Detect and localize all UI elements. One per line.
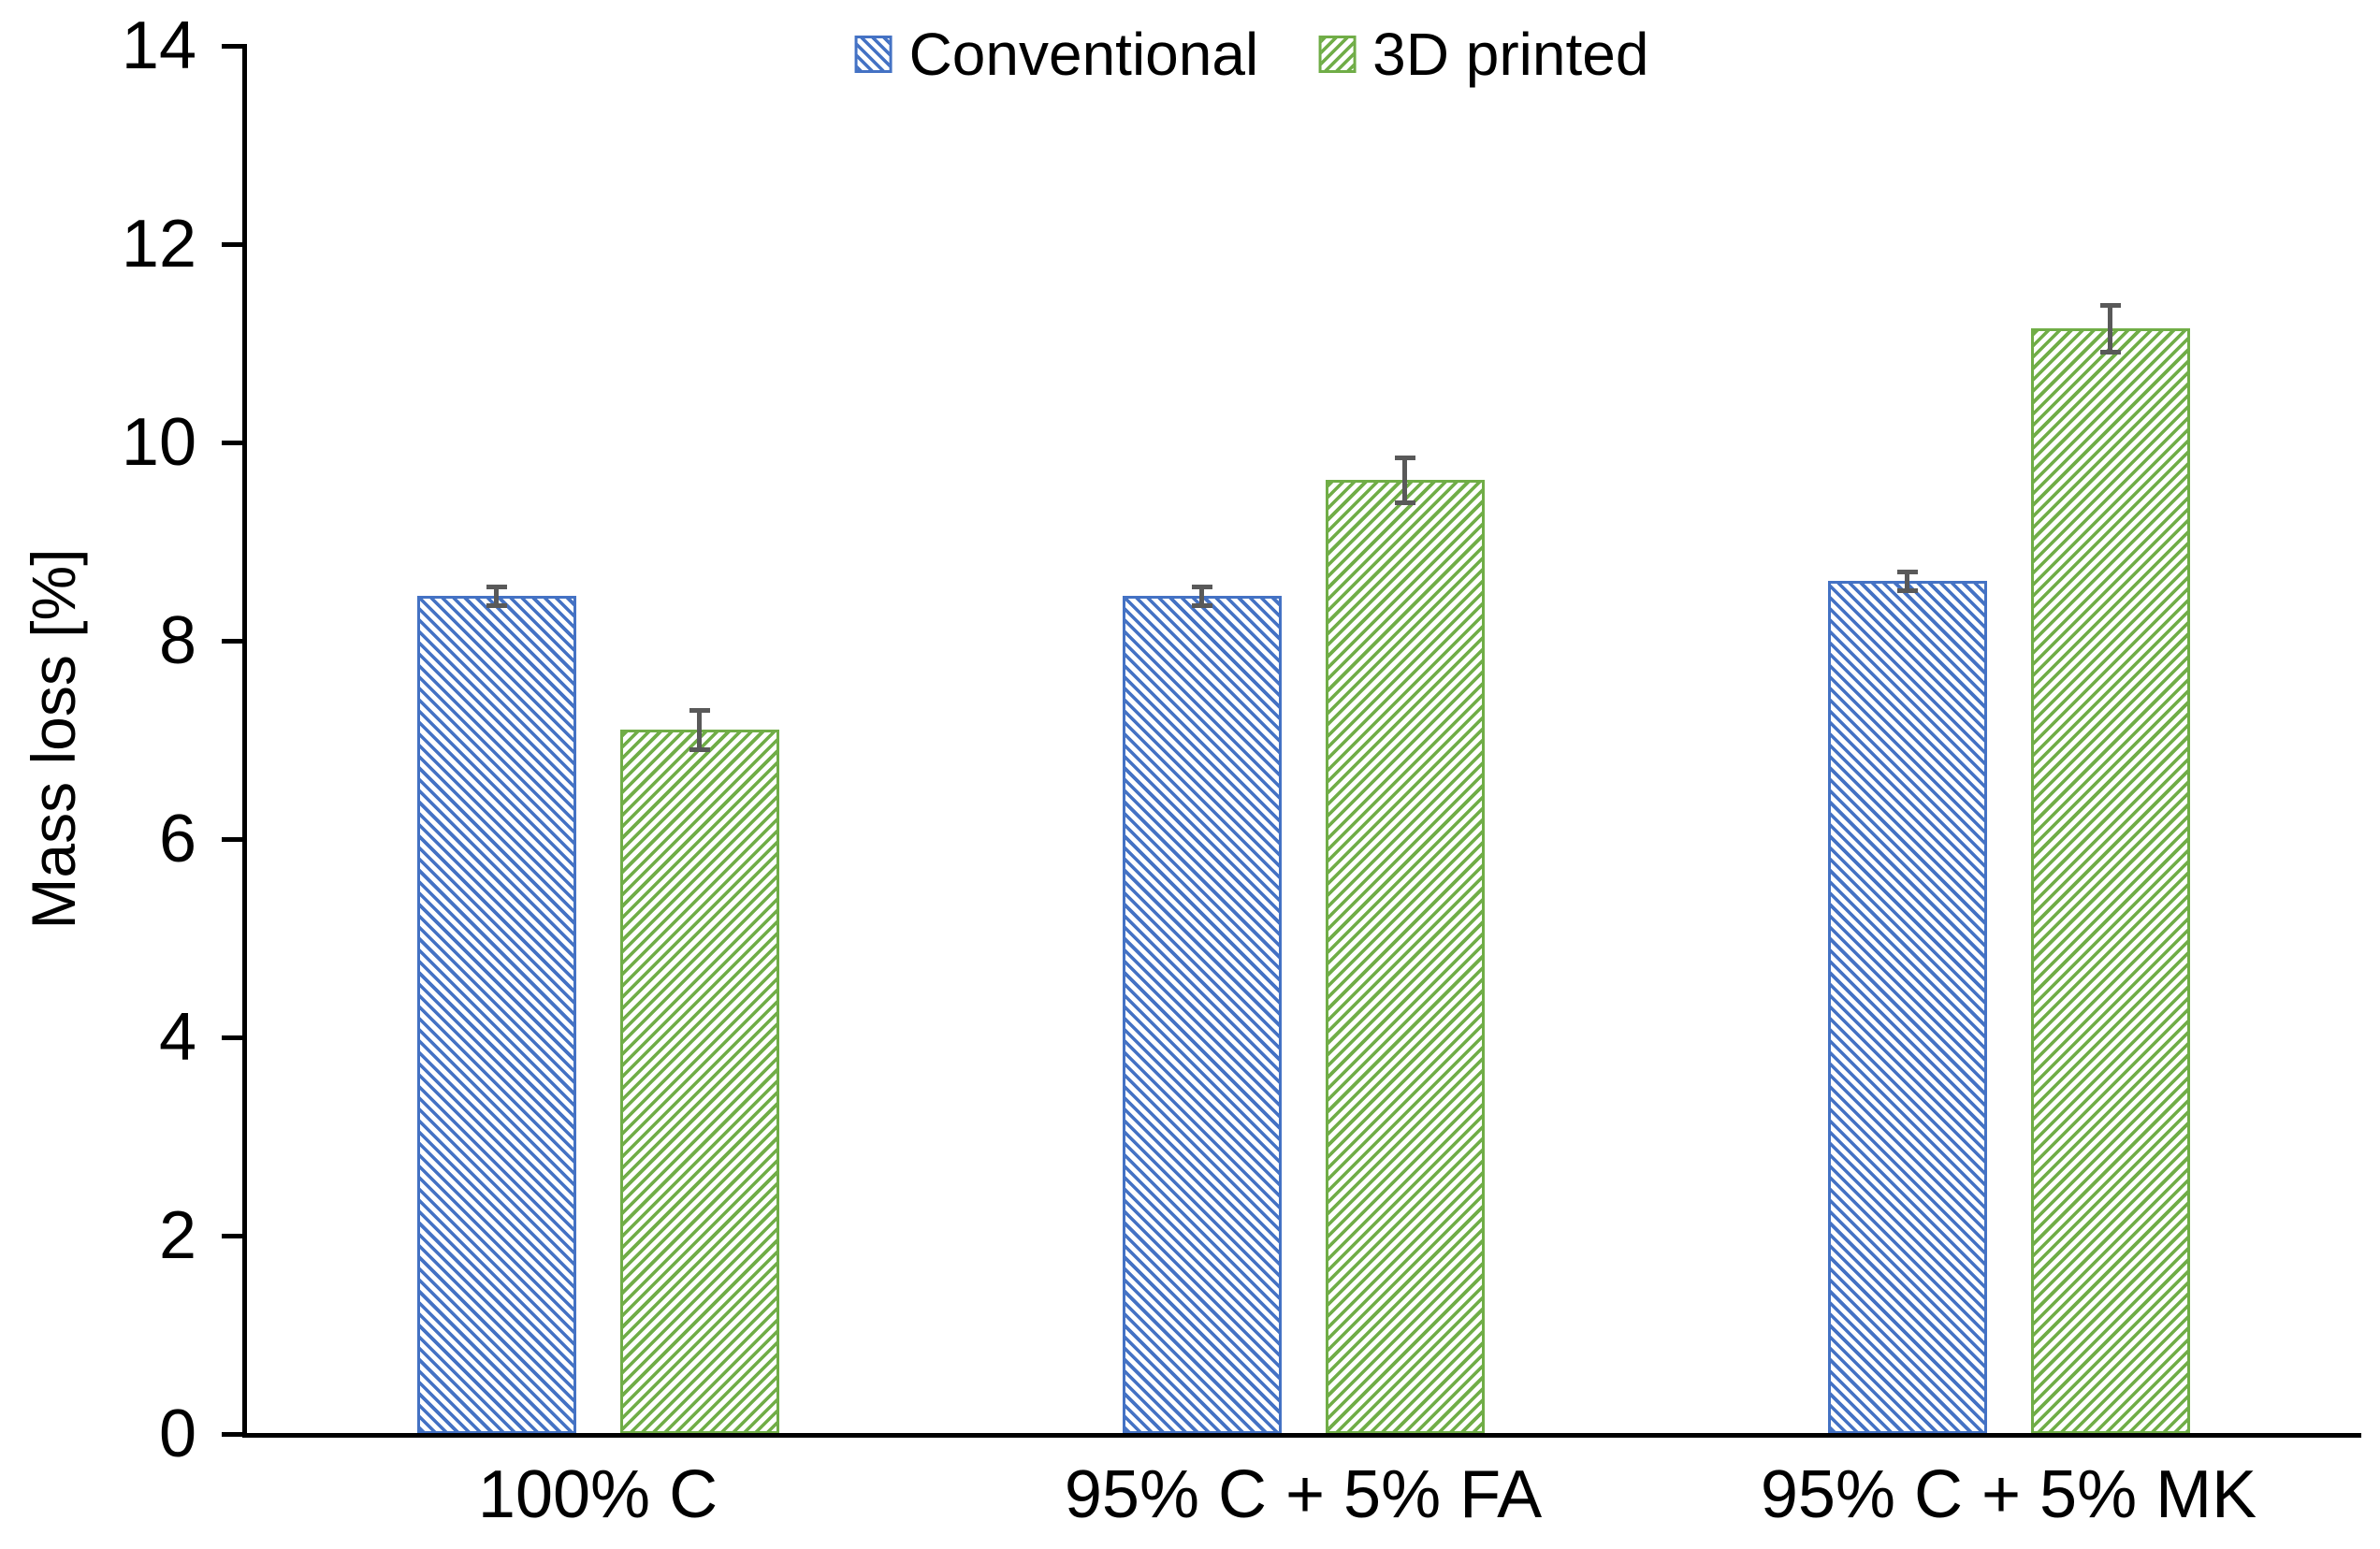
y-tick-14 [222, 44, 245, 49]
error-bar-conventional-95-c-5-mk [1896, 569, 1918, 594]
error-bar-conventional-100-c [486, 584, 507, 609]
legend-marker-conventional-icon [854, 36, 892, 73]
error-whisker [1199, 584, 1204, 609]
y-tick-2 [222, 1234, 245, 1238]
error-bar-3d-printed-100-c [689, 708, 710, 752]
y-tick-4 [222, 1035, 245, 1040]
y-tick-6 [222, 837, 245, 842]
y-tick-label-2: 2 [158, 1198, 196, 1273]
y-tick-8 [222, 639, 245, 644]
bar-conventional-95-c-5-mk [1827, 581, 1987, 1434]
bar-3d-printed-95-c-5-mk [2030, 328, 2190, 1434]
error-whisker [697, 708, 702, 752]
bar-conventional-100-c [416, 596, 576, 1434]
y-tick-label-14: 14 [121, 8, 196, 83]
y-tick-10 [222, 441, 245, 445]
y-tick-label-4: 4 [158, 1000, 196, 1075]
error-bar-3d-printed-95-c-5-fa [1394, 455, 1415, 505]
legend-item-conventional: Conventional [854, 21, 1259, 88]
error-whisker [1905, 569, 1909, 594]
y-tick-label-8: 8 [158, 603, 196, 678]
error-bar-3d-printed-95-c-5-mk [2099, 302, 2121, 355]
error-whisker [2108, 302, 2112, 355]
y-tick-label-6: 6 [158, 802, 196, 876]
x-category-label-95-c-5-mk: 95% C + 5% MK [1760, 1457, 2257, 1532]
y-tick-label-0: 0 [158, 1397, 196, 1471]
bar-conventional-95-c-5-fa [1122, 596, 1282, 1434]
legend-label-3d-printed: 3D printed [1372, 21, 1649, 88]
y-tick-12 [222, 242, 245, 247]
x-axis-line [242, 1433, 2361, 1438]
error-bar-conventional-95-c-5-fa [1191, 584, 1212, 609]
y-tick-label-12: 12 [121, 207, 196, 282]
y-tick-0 [222, 1432, 245, 1437]
bar-3d-printed-100-c [619, 730, 779, 1434]
legend: Conventional 3D printed [854, 21, 1648, 88]
error-whisker [1402, 455, 1407, 505]
x-category-label-95-c-5-fa: 95% C + 5% FA [1064, 1457, 1543, 1532]
legend-item-3d-printed: 3D printed [1318, 24, 1648, 84]
y-tick-label-10: 10 [121, 405, 196, 480]
legend-label-conventional: Conventional [908, 21, 1259, 88]
y-axis-line [242, 44, 247, 1437]
error-whisker [494, 584, 499, 609]
legend-marker-3d-printed-icon [1318, 36, 1357, 73]
bar-3d-printed-95-c-5-fa [1325, 480, 1485, 1434]
x-category-label-100-c: 100% C [477, 1457, 718, 1532]
